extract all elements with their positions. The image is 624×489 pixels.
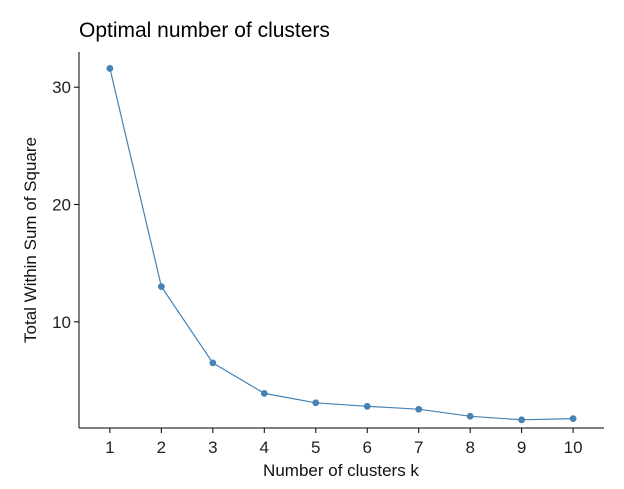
x-tick-label: 1 <box>105 438 114 457</box>
data-point <box>466 412 474 420</box>
x-tick-label: 3 <box>208 438 217 457</box>
chart-title: Optimal number of clusters <box>79 19 330 42</box>
x-tick-label: 2 <box>157 438 166 457</box>
data-point <box>209 359 217 367</box>
x-tick-label: 5 <box>311 438 320 457</box>
x-axis-label: Number of clusters k <box>263 461 419 480</box>
x-tick-label: 4 <box>260 438 269 457</box>
data-point <box>363 402 371 410</box>
x-tick-label: 10 <box>564 438 583 457</box>
data-point <box>312 399 320 407</box>
series-points <box>106 65 577 424</box>
y-tick-label: 10 <box>52 313 71 332</box>
data-point <box>569 415 577 423</box>
y-tick-label: 30 <box>52 78 71 97</box>
y-axis-ticks: 10 20 30 <box>52 78 79 332</box>
data-point <box>157 283 165 291</box>
x-axis-ticks: 1 2 3 4 5 6 7 8 9 10 <box>105 428 583 457</box>
data-point <box>260 389 268 397</box>
x-tick-label: 8 <box>465 438 474 457</box>
x-tick-label: 9 <box>517 438 526 457</box>
y-tick-label: 20 <box>52 196 71 215</box>
series-line <box>109 68 574 421</box>
data-point <box>518 416 526 424</box>
data-point <box>415 405 423 413</box>
y-axis-label: Total Within Sum of Square <box>21 137 40 343</box>
data-point <box>106 65 114 72</box>
x-tick-label: 6 <box>363 438 372 457</box>
x-tick-label: 7 <box>414 438 423 457</box>
